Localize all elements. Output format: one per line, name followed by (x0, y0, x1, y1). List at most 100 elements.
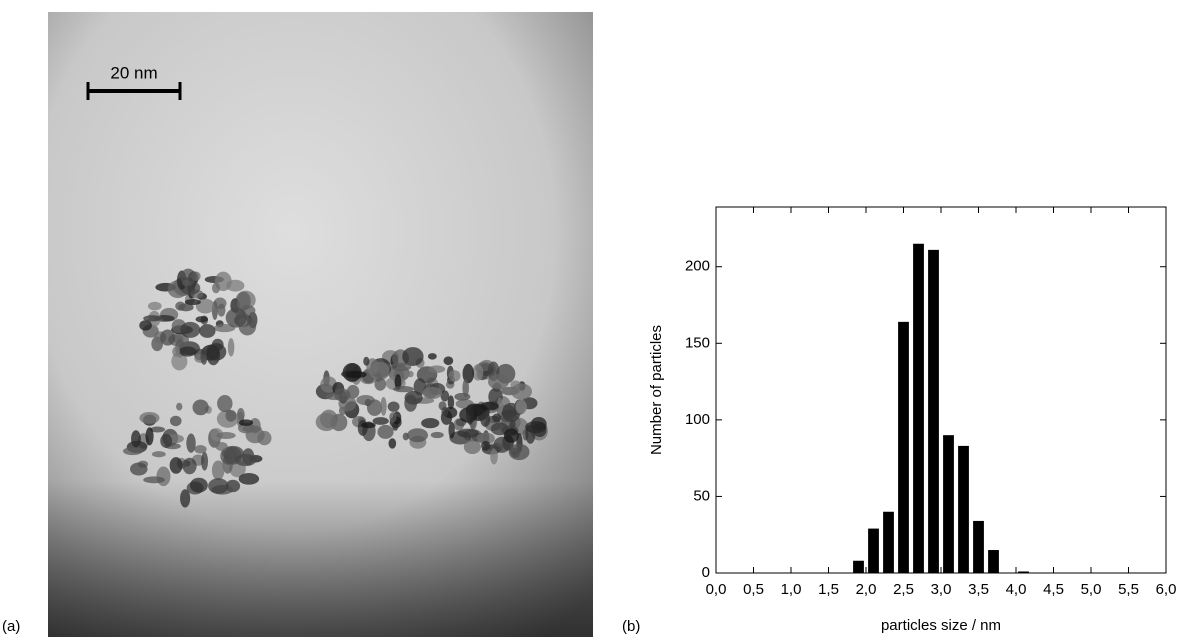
particle (462, 378, 469, 398)
particle (145, 427, 154, 446)
particle (139, 320, 152, 331)
y-tick-label: 0 (702, 564, 710, 581)
bar (988, 550, 999, 573)
particle (428, 365, 446, 374)
particle (503, 428, 519, 443)
particle (184, 298, 201, 306)
particle (212, 282, 221, 294)
particle (374, 377, 387, 391)
particle (525, 421, 547, 434)
y-tick-label: 100 (685, 411, 710, 428)
panel-label: (a) (2, 618, 20, 635)
particle (440, 390, 450, 402)
tem-shade (48, 12, 593, 637)
particle (388, 438, 397, 449)
particle (147, 301, 162, 311)
particle (216, 432, 236, 440)
x-tick-label: 2,5 (893, 581, 914, 598)
particle (160, 329, 176, 346)
particle (363, 356, 370, 366)
particle (441, 406, 449, 417)
particle (225, 307, 247, 328)
particle (508, 443, 530, 461)
x-tick-label: 5,0 (1081, 581, 1102, 598)
x-tick-label: 0,5 (743, 581, 764, 598)
particle (180, 489, 191, 508)
particle (208, 478, 229, 494)
particle (182, 279, 190, 287)
particle (421, 417, 440, 429)
particle (390, 362, 412, 372)
particle (448, 370, 461, 382)
particle (238, 419, 254, 427)
particle (380, 396, 387, 416)
particle (150, 426, 166, 433)
particle (213, 297, 227, 310)
bar (943, 435, 954, 573)
particle (387, 401, 400, 412)
particle (476, 432, 495, 445)
particle (404, 394, 417, 412)
particle (172, 346, 181, 357)
x-tick-label: 4,5 (1043, 581, 1064, 598)
particle (407, 428, 429, 443)
y-tick-label: 200 (685, 258, 710, 275)
particle (201, 452, 209, 471)
particle (169, 457, 183, 474)
particle (510, 383, 533, 400)
particle (205, 343, 227, 361)
particle (490, 448, 498, 465)
particle (227, 338, 235, 357)
particle (315, 412, 338, 432)
x-tick-label: 6,0 (1156, 581, 1177, 598)
particle (180, 321, 201, 338)
bar (1018, 571, 1029, 573)
particle (186, 433, 196, 453)
tem-image: 20 nm (48, 12, 593, 637)
x-tick-label: 5,5 (1118, 581, 1139, 598)
particle (175, 301, 186, 311)
particle (492, 413, 502, 423)
x-axis-label: particles size / nm (881, 617, 1001, 634)
scale-bar-label: 20 nm (110, 63, 157, 82)
particle (447, 395, 455, 410)
y-axis-label: Number of particles (648, 325, 665, 455)
particle (130, 462, 148, 476)
particle (377, 424, 394, 439)
bar (898, 321, 909, 573)
particle (171, 352, 188, 371)
x-tick-label: 1,0 (781, 581, 802, 598)
x-tick-label: 4,0 (1006, 581, 1027, 598)
particle (481, 440, 491, 451)
particle (360, 422, 376, 429)
particle (407, 370, 414, 378)
x-tick-label: 3,0 (931, 581, 952, 598)
y-tick-label: 150 (685, 334, 710, 351)
x-tick-label: 2,0 (856, 581, 877, 598)
panel-label: (b) (622, 618, 640, 635)
particle (480, 401, 499, 411)
particle (143, 476, 165, 484)
x-tick-label: 1,5 (818, 581, 839, 598)
particle (213, 324, 236, 333)
particle (195, 316, 208, 323)
particle (393, 385, 414, 393)
particle (234, 454, 257, 467)
particle (160, 433, 173, 448)
particle (194, 444, 207, 454)
particle (217, 395, 233, 413)
particle (238, 473, 260, 485)
particle (192, 399, 209, 416)
particle (139, 411, 160, 424)
x-tick-label: 3,5 (968, 581, 989, 598)
particle (443, 356, 454, 366)
particle (466, 405, 474, 425)
bar (853, 560, 864, 573)
particle (333, 388, 351, 402)
y-tick-label: 50 (693, 487, 710, 504)
particle (200, 347, 208, 365)
particle (156, 466, 171, 487)
particle (448, 421, 455, 439)
particle (366, 399, 383, 416)
particle (472, 364, 484, 381)
